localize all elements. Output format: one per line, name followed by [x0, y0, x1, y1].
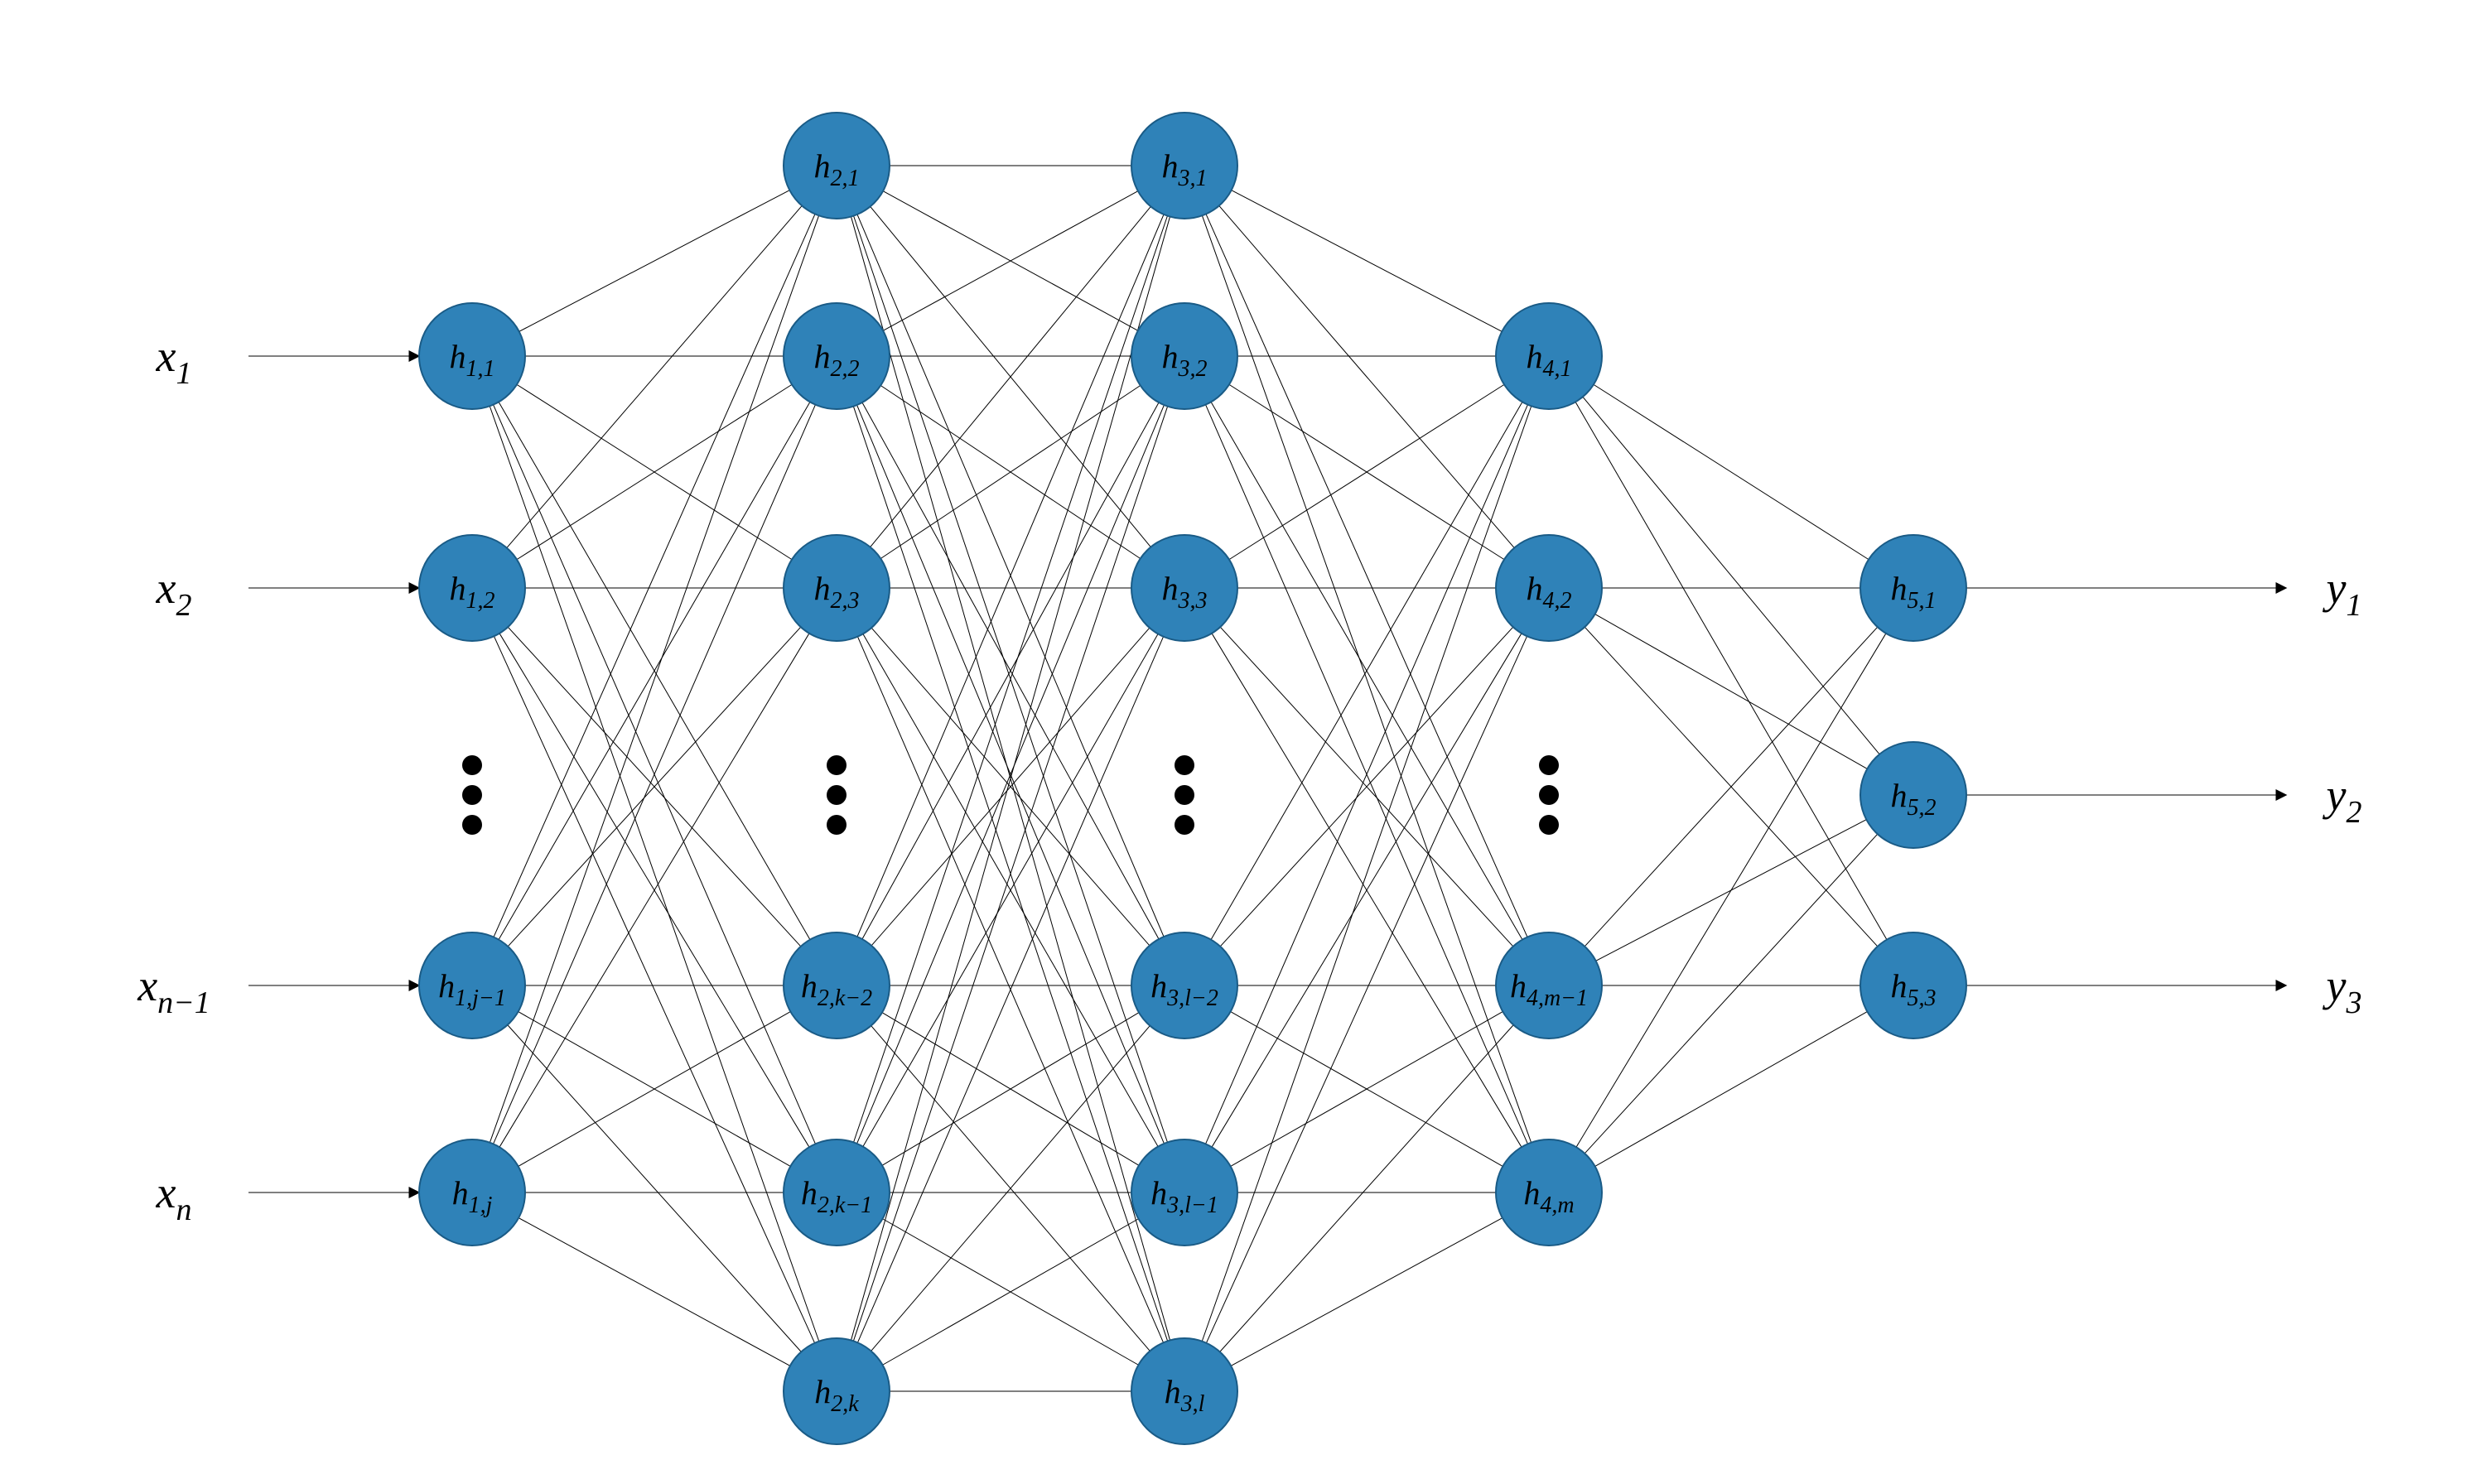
- edges-group: [248, 166, 2286, 1391]
- nodes-group: h1,1h1,2h1,j−1h1,jh2,1h2,2h2,3h2,k−2h2,k…: [419, 113, 1966, 1444]
- edge: [1220, 1025, 1513, 1352]
- ellipsis-dot: [1539, 815, 1559, 835]
- ellipsis-dot: [827, 815, 847, 835]
- output-label-y1: y1: [2323, 563, 2362, 623]
- edge: [1232, 190, 1503, 332]
- edge: [1585, 834, 1878, 1154]
- output-label-y3: y3: [2323, 961, 2362, 1020]
- edge: [507, 205, 802, 547]
- ellipsis-dot: [1539, 785, 1559, 805]
- ellipsis-dot: [462, 815, 482, 835]
- edge: [519, 1218, 790, 1366]
- ellipsis-dot: [462, 785, 482, 805]
- input-label-x2: x2: [156, 563, 192, 623]
- edge: [1206, 214, 1527, 937]
- edge: [1202, 215, 1531, 1142]
- ellipsis-dot: [1175, 815, 1194, 835]
- labels-group: x1 x2 xn−1 xn y1 y2 y3: [137, 331, 2361, 1227]
- edge: [1595, 1012, 1868, 1167]
- edge: [1219, 205, 1514, 547]
- ellipsis-dot: [1175, 755, 1194, 775]
- input-label-xn: xn: [156, 1168, 192, 1227]
- edge: [1202, 406, 1532, 1341]
- ellipsis-dot: [827, 785, 847, 805]
- edge: [1575, 402, 1887, 939]
- edge: [494, 636, 814, 1342]
- edge: [1595, 614, 1868, 769]
- edge: [519, 190, 790, 332]
- ellipsis-dot: [462, 755, 482, 775]
- ellipsis-dot: [1175, 785, 1194, 805]
- edge: [1594, 384, 1869, 559]
- edge: [490, 215, 818, 1142]
- neural-network-diagram: h1,1h1,2h1,j−1h1,jh2,1h2,2h2,3h2,k−2h2,k…: [0, 0, 2489, 1484]
- edge: [494, 214, 815, 937]
- edge: [1576, 634, 1886, 1147]
- edge: [1231, 1218, 1503, 1366]
- output-label-y2: y2: [2323, 770, 2362, 830]
- ellipsis-dot: [827, 755, 847, 775]
- input-label-x1: x1: [156, 331, 192, 391]
- edge: [1206, 636, 1527, 1342]
- edge: [1583, 397, 1879, 754]
- edge: [490, 406, 819, 1341]
- edge: [508, 1025, 801, 1352]
- input-label-xn1: xn−1: [137, 961, 210, 1020]
- ellipsis-dot: [1539, 755, 1559, 775]
